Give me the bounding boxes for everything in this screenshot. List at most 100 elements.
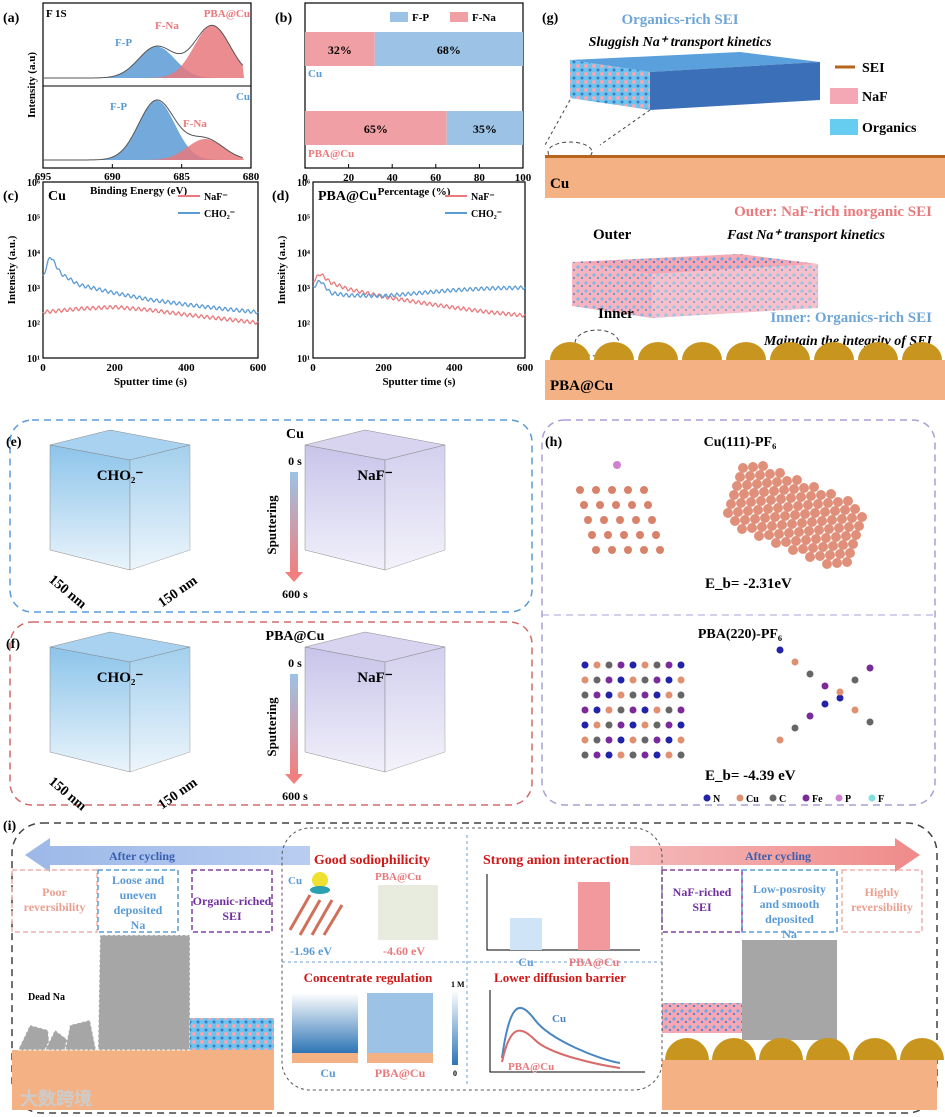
fit-envelope [43, 99, 243, 161]
fit-envelope [43, 24, 244, 79]
pba-atom [653, 676, 661, 684]
x-tick-label: 100 [515, 172, 532, 184]
cu-atom [814, 525, 824, 535]
x-axis-label: Binding Energy (eV) [90, 185, 188, 197]
cu-atom [770, 512, 780, 522]
pba-atom [665, 676, 673, 684]
cu-atom [803, 500, 813, 510]
cu-atom [759, 487, 769, 497]
legend-organics-swatch [830, 119, 858, 135]
cu-atom [773, 503, 783, 513]
naf-rich-sei-block [652, 264, 818, 318]
cu-atom [823, 498, 833, 508]
g-outer-subtitle: Fast Na⁺ transport kinetics [726, 228, 885, 243]
y-tick-label: 10³ [297, 284, 310, 295]
x-axis-label: Sputter time (s) [382, 376, 455, 388]
pba-dome [638, 342, 678, 360]
pba-atom [791, 724, 799, 732]
panel-label-b: (b) [275, 11, 292, 26]
sputter-arrowhead [285, 572, 303, 582]
category-label: Cu [308, 68, 322, 80]
cu-atom [765, 469, 775, 479]
cu-atom [780, 511, 790, 521]
pba-atom [593, 661, 601, 669]
time-label: 0 s [288, 656, 302, 670]
cu-atom [792, 475, 802, 485]
cu-atom [783, 502, 793, 512]
cu-atom [810, 508, 820, 518]
cu-atom [784, 528, 794, 538]
xps-chart: F 1S PBA@Cu Cu F-P F-Na F-P F-Na Binding… [26, 2, 260, 197]
pba-atom [581, 676, 589, 684]
legend-dot [769, 794, 777, 802]
pba-atom [641, 706, 649, 714]
cu-atom [735, 472, 745, 482]
condition-box [11, 869, 98, 933]
legend-swatch [450, 12, 468, 22]
x-tick-label: 40 [387, 172, 399, 184]
pba-dome [665, 1038, 709, 1060]
cu-atom [843, 496, 853, 506]
panel-label-f: (f) [6, 637, 20, 652]
q2-pba: PBA@Cu [569, 955, 620, 969]
condition-text: Organic-riched [193, 894, 272, 908]
pba-atom [665, 736, 673, 744]
pba-atom [677, 736, 685, 744]
cu-atom [821, 533, 831, 543]
cu-atom [767, 521, 777, 531]
series-line [312, 279, 526, 299]
cu-atom [771, 538, 781, 548]
cu-atom [787, 519, 797, 529]
pba-atom [677, 676, 685, 684]
y-tick-label: 10⁴ [27, 248, 40, 259]
watermark: 大数跨境 [20, 1088, 92, 1109]
cu-atom [798, 544, 808, 554]
y-tick-label: 10⁶ [297, 178, 310, 189]
pba-atom [605, 706, 613, 714]
species-label: CHO₂⁻ [97, 670, 144, 686]
series-label-cu: Cu [236, 91, 250, 103]
legend-label: NaF⁻ [471, 192, 495, 203]
q3-pba: PBA@Cu [375, 1066, 426, 1080]
h-title-pba: PBA(220)-PF₆ [698, 627, 782, 642]
cu-atom [824, 524, 834, 534]
cu-atom [737, 524, 747, 534]
cu-atom [640, 546, 648, 554]
condition-text: SEI [222, 909, 242, 923]
legend-dot [802, 794, 810, 802]
pba-atom [665, 751, 673, 759]
panel-label-e: (e) [6, 435, 22, 450]
pba-atom [581, 721, 589, 729]
q3-cu: Cu [320, 1066, 336, 1080]
panel-label-c: (c) [3, 189, 19, 204]
q1-title: Good sodiophilicity [314, 853, 430, 868]
cu-atom [848, 539, 858, 549]
cu-atom [813, 499, 823, 509]
g-outer-title: Outer: NaF-rich inorganic SEI [734, 204, 932, 220]
after-cycling-left: After cycling [109, 849, 175, 863]
x-tick-label: 680 [243, 171, 260, 183]
panel-h-frame [541, 419, 936, 806]
cu-atom [774, 529, 784, 539]
pba-atom [653, 721, 661, 729]
cu-atom [815, 551, 825, 561]
cu-atom [760, 513, 770, 523]
cu-atom [656, 546, 664, 554]
cu-atom [772, 477, 782, 487]
panel-i-frame [11, 822, 938, 1114]
condition-text: Poor [42, 885, 67, 899]
cu-atom [624, 486, 632, 494]
naf-sei [662, 1003, 742, 1033]
condition-text: reversibility [24, 900, 86, 914]
pba-atom [593, 676, 601, 684]
cu-atom [604, 531, 612, 539]
zoom-circle [547, 141, 593, 163]
cu-atom [729, 490, 739, 500]
cu-atom [752, 479, 762, 489]
cu-atom [775, 468, 785, 478]
pba-atom [641, 661, 649, 669]
pba-atom [821, 682, 829, 690]
species-label: CHO₂⁻ [97, 468, 144, 484]
x-tick-label: 400 [446, 362, 463, 374]
cu-atom [845, 548, 855, 558]
